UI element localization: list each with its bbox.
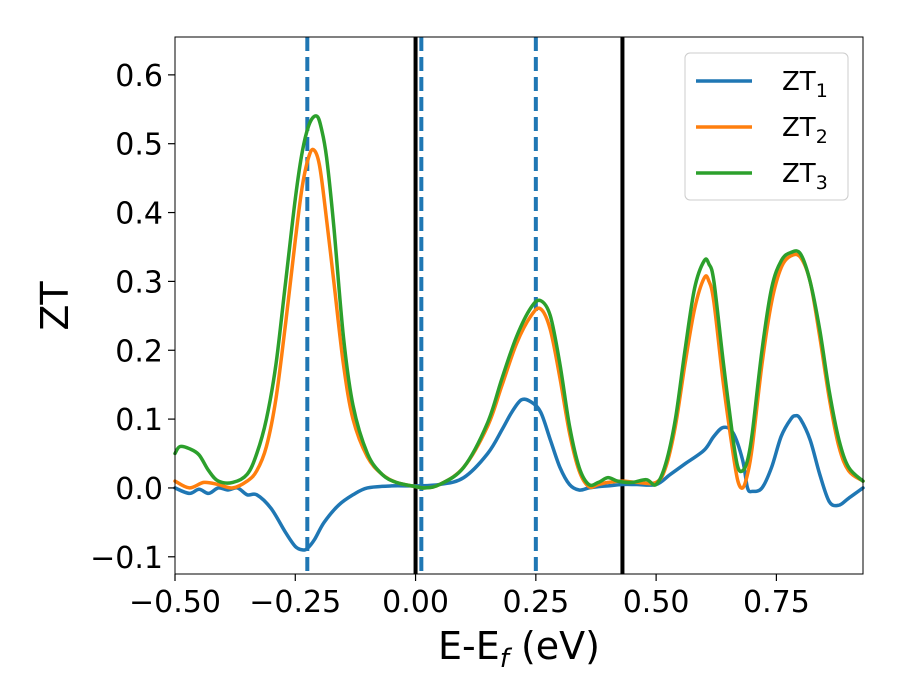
y-tick-label: 0.3 — [115, 265, 163, 300]
series-line-zt1 — [173, 397, 865, 552]
series-line-zt3 — [173, 114, 865, 490]
legend-box — [684, 52, 849, 201]
x-axis-title-unit: (eV) — [509, 624, 600, 668]
x-tick-label: −0.25 — [249, 585, 341, 620]
plot-frame — [174, 36, 864, 575]
y-axis: −0.1 0.0 0.1 0.2 0.3 0.4 0.5 0.6 — [90, 59, 175, 576]
x-tick-label: 0.00 — [382, 585, 449, 620]
legend-label-zt3: ZT3 — [782, 159, 828, 194]
y-tick-label: 0.6 — [115, 59, 163, 94]
legend-label-zt1: ZT1 — [782, 67, 828, 102]
y-tick-label: 0.2 — [115, 334, 163, 369]
x-axis: −0.50 −0.25 0.00 0.25 0.50 0.75 — [129, 574, 810, 620]
y-tick-label: 0.0 — [115, 472, 163, 507]
x-tick-label: 0.75 — [743, 585, 810, 620]
x-axis-title-main: E-E — [438, 624, 500, 668]
x-tick-label: 0.25 — [502, 585, 569, 620]
y-tick-label: 0.4 — [115, 197, 163, 232]
y-tick-label: 0.1 — [115, 403, 163, 438]
series-lines — [173, 114, 865, 552]
legend-label-zt2: ZT2 — [782, 113, 828, 148]
y-tick-label: 0.5 — [115, 128, 163, 163]
x-tick-label: −0.50 — [129, 585, 221, 620]
x-axis-title: E-Ef (eV) — [438, 624, 600, 674]
y-tick-label: −0.1 — [90, 541, 163, 576]
y-axis-title: ZT — [33, 281, 77, 331]
legend: ZT1 ZT2 ZT3 — [684, 52, 849, 201]
x-tick-label: 0.50 — [623, 585, 690, 620]
